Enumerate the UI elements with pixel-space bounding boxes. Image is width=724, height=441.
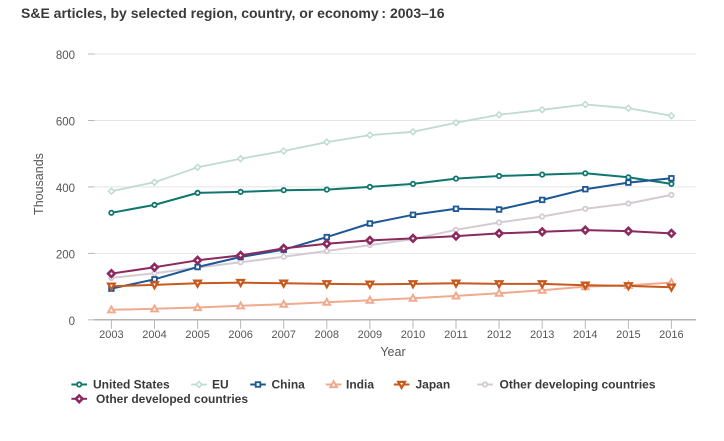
svg-text:Thousands: Thousands	[32, 153, 46, 215]
svg-text:2008: 2008	[315, 329, 339, 341]
svg-text:2007: 2007	[271, 329, 295, 341]
svg-text:2012: 2012	[487, 329, 511, 341]
svg-text:2015: 2015	[616, 329, 640, 341]
svg-text:Japan: Japan	[416, 378, 451, 392]
svg-text:2016: 2016	[659, 329, 683, 341]
svg-text:2006: 2006	[228, 329, 252, 341]
svg-text:600: 600	[56, 117, 75, 129]
svg-text:400: 400	[56, 183, 75, 195]
svg-text:2003: 2003	[99, 329, 123, 341]
svg-text:2013: 2013	[530, 329, 554, 341]
svg-text:2004: 2004	[142, 329, 166, 341]
svg-text:2005: 2005	[185, 329, 209, 341]
svg-text:2010: 2010	[401, 329, 425, 341]
svg-text:Year: Year	[380, 345, 405, 359]
svg-text:0: 0	[69, 316, 75, 328]
svg-text:2011: 2011	[444, 329, 468, 341]
svg-text:China: China	[272, 378, 306, 392]
svg-text:United States: United States	[93, 378, 170, 392]
svg-text:India: India	[346, 378, 374, 392]
svg-text:2009: 2009	[358, 329, 382, 341]
svg-text:2014: 2014	[573, 329, 597, 341]
svg-text:800: 800	[56, 50, 75, 62]
svg-text:Other developing countries: Other developing countries	[500, 378, 656, 392]
svg-text:S&E articles, by selected regi: S&E articles, by selected region, countr…	[21, 5, 445, 21]
svg-text:200: 200	[56, 249, 75, 261]
svg-text:Other developed countries: Other developed countries	[96, 392, 248, 406]
svg-text:EU: EU	[212, 378, 229, 392]
